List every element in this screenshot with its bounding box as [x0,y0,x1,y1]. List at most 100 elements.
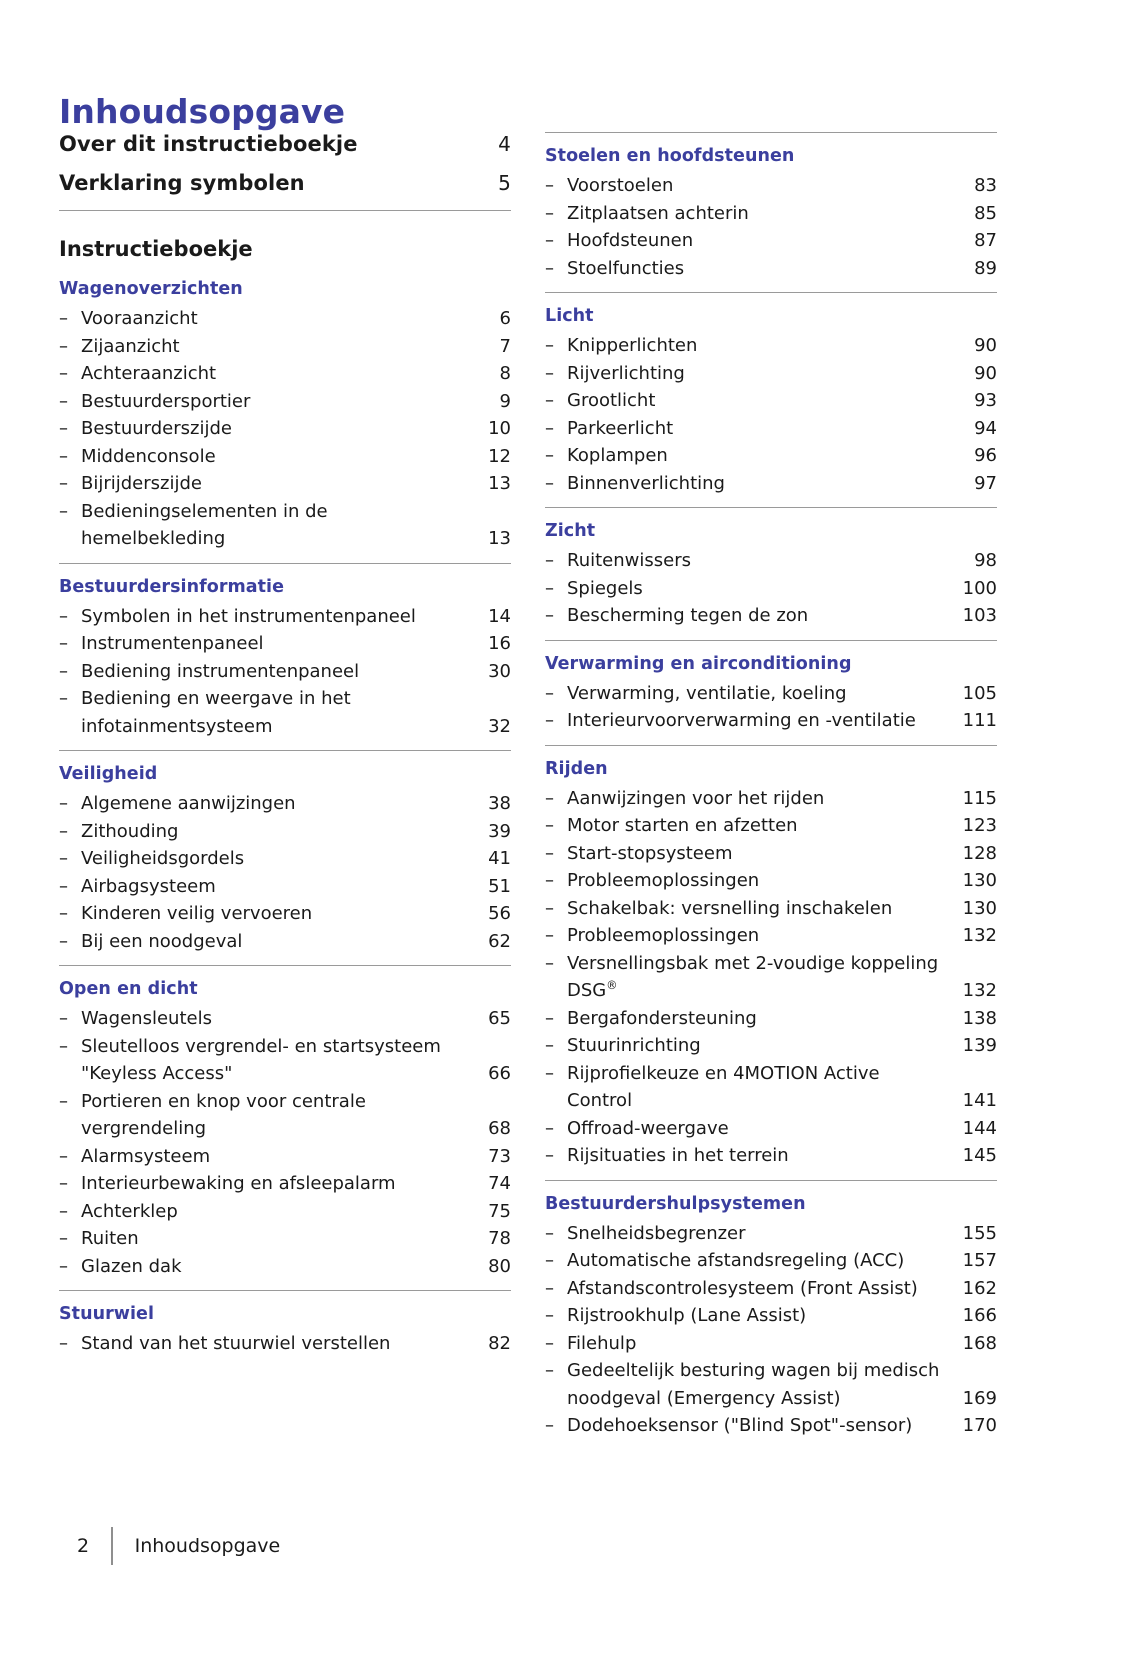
toc-entry[interactable]: – Afstandscontrolesysteem (Front Assist) 1… [545,1275,997,1303]
toc-entry[interactable]: – Glazen dak 80 [59,1253,511,1281]
entry-label-line: hemelbekleding [81,528,226,549]
toc-entry[interactable]: – Achterklep 75 [59,1198,511,1226]
toc-entry[interactable]: – Knipperlichten 90 [545,332,997,360]
toc-entry[interactable]: – Bescherming tegen de zon 103 [545,602,997,630]
entry-label-line: Start-stopsysteem [567,842,733,864]
toc-entry[interactable]: – Gedeeltelijk besturing wagen bij medisc… [545,1357,997,1412]
toc-entry[interactable]: – Hoofdsteunen 87 [545,227,997,255]
toc-entry[interactable]: – Stand van het stuurwiel verstellen 82 [59,1330,511,1358]
toc-entry[interactable]: – Dodehoeksensor ("Blind Spot"-sensor) 170 [545,1412,997,1440]
toc-entry[interactable]: – Bedieningselementen in de hemelbekleding… [59,498,511,553]
front-matter-row[interactable]: Verklaring symbolen 5 [59,171,511,195]
section-title[interactable]: Veiligheid [59,764,158,784]
toc-entry[interactable]: – Verwarming, ventilatie, koeling 105 [545,680,997,708]
entry-label-line: vergrendeling [81,1118,207,1139]
entry-page-number: 168 [962,1332,997,1354]
section-title[interactable]: Bestuurdersinformatie [59,576,285,597]
toc-entry[interactable]: – Stoelfuncties 89 [545,255,997,283]
toc-entry[interactable]: – Symbolen in het instrumentenpaneel 14 [59,603,511,631]
section-title[interactable]: Verwarming en airconditioning [545,653,852,674]
section-title[interactable]: Zicht [545,521,596,541]
toc-entry[interactable]: – Kinderen veilig vervoeren 56 [59,900,511,928]
toc-entry[interactable]: – Veiligheidsgordels 41 [59,845,511,873]
toc-entry[interactable]: – Probleemoplossingen 130 [545,867,997,895]
toc-entry[interactable]: – Zitplaatsen achterin 85 [545,200,997,228]
entry-label-line: Control [567,1090,633,1111]
toc-entry[interactable]: – Rijstrookhulp (Lane Assist) 166 [545,1302,997,1330]
entry-page-number: 56 [488,903,511,924]
toc-entry[interactable]: – Wagensleutels 65 [59,1005,511,1033]
toc-entry[interactable]: – Bijrijderszijde 13 [59,470,511,498]
toc-entry[interactable]: – Rijprofielkeuze en 4MOTION Active Contro… [545,1060,997,1115]
toc-entry[interactable]: – Probleemoplossingen 132 [545,922,997,950]
toc-entry[interactable]: – Vooraanzicht 6 [59,305,511,333]
entry-label-line: Zijaanzicht [81,335,180,357]
toc-entry[interactable]: – Bediening instrumentenpaneel 30 [59,658,511,686]
entry-label-line: Motor starten en afzetten [567,815,798,836]
entry-label-line: Achterklep [81,1200,178,1222]
entry-label-line: Probleemoplossingen [567,870,760,891]
section-title[interactable]: Stuurwiel [59,1304,154,1324]
toc-entry[interactable]: – Instrumentenpaneel 16 [59,630,511,658]
toc-entry[interactable]: – Bij een noodgeval 62 [59,928,511,956]
toc-entry[interactable]: – Voorstoelen 83 [545,172,997,200]
entry-page-number: 115 [962,787,997,809]
toc-entry[interactable]: – Start-stopsysteem 128 [545,840,997,868]
section-title[interactable]: Rijden [545,758,608,779]
toc-entry[interactable]: – Offroad-weergave 144 [545,1115,997,1143]
entry-dash-icon: – [545,445,554,466]
toc-entry[interactable]: – Ruiten 78 [59,1225,511,1253]
toc-entry[interactable]: – Interieurbewaking en afsleepalarm 74 [59,1170,511,1198]
toc-entry[interactable]: – Koplampen 96 [545,442,997,470]
toc-entry[interactable]: – Alarmsysteem 73 [59,1143,511,1171]
toc-entry[interactable]: – Bestuurdersportier 9 [59,388,511,416]
toc-entry[interactable]: – Bestuurderszijde 10 [59,415,511,443]
toc-entry[interactable]: – Automatische afstandsregeling (ACC) 157 [545,1247,997,1275]
toc-entry[interactable]: – Sleutelloos vergrendel- en startsysteem… [59,1033,511,1088]
toc-entry[interactable]: – Middenconsole 12 [59,443,511,471]
toc-entry[interactable]: – Algemene aanwijzingen 38 [59,790,511,818]
toc-entry[interactable]: – Ruitenwissers 98 [545,547,997,575]
toc-entry[interactable]: – Grootlicht 93 [545,387,997,415]
toc-entry[interactable]: – Snelheidsbegrenzer 155 [545,1220,997,1248]
toc-entry[interactable]: – Rijsituaties in het terrein 145 [545,1142,997,1170]
section-title[interactable]: Licht [545,306,594,326]
toc-entry[interactable]: – Bergafondersteuning 138 [545,1005,997,1033]
toc-entry[interactable]: – Airbagsysteem 51 [59,873,511,901]
section-divider [59,750,511,751]
toc-entry[interactable]: – Portieren en knop voor centrale vergrend… [59,1088,511,1143]
toc-entry[interactable]: – Spiegels 100 [545,575,997,603]
section-divider [545,744,997,746]
toc-entry[interactable]: – Stuurinrichting 139 [545,1032,997,1060]
entry-page-number: 75 [488,1200,511,1222]
toc-entry[interactable]: – Schakelbak: versnelling inschakelen 130 [545,895,997,923]
toc-entry[interactable]: – Parkeerlicht 94 [545,415,997,443]
section-title[interactable]: Bestuurdershulpsystemen [545,1193,806,1214]
section-title[interactable]: Stoelen en hoofdsteunen [545,146,795,166]
entry-dash-icon: – [59,1200,68,1222]
entry-label: Airbagsysteem [81,873,465,901]
entry-label-line: Schakelbak: versnelling inschakelen [567,897,893,919]
toc-section: Bestuurdersinformatie – Symbolen in het in… [59,577,511,741]
front-matter-row[interactable]: Over dit instructieboekje 4 [59,132,511,156]
section-title[interactable]: Open en dicht [59,979,198,999]
toc-entry[interactable]: – Zithouding 39 [59,818,511,846]
entry-page-number: 65 [488,1008,511,1029]
registered-trademark-icon: ® [606,979,618,992]
entry-dash-icon: – [59,848,68,869]
toc-entry[interactable]: – Binnenverlichting 97 [545,470,997,498]
toc-entry[interactable]: – Zijaanzicht 7 [59,333,511,361]
toc-entry[interactable]: – Aanwijzingen voor het rijden 115 [545,785,997,813]
entry-label-line: Snelheidsbegrenzer [567,1222,746,1244]
toc-entry[interactable]: – Versnellingsbak met 2-voudige koppeling… [545,950,997,1005]
entry-page-number: 87 [974,230,997,251]
toc-entry[interactable]: – Achteraanzicht 8 [59,360,511,388]
toc-entry[interactable]: – Motor starten en afzetten 123 [545,812,997,840]
section-title[interactable]: Wagenoverzichten [59,279,243,299]
entry-label-line: Stoelfuncties [567,257,685,279]
toc-entry[interactable]: – Bediening en weergave in het infotainmen… [59,685,511,740]
toc-entry[interactable]: – Interieurvoorverwarming en -ventilatie 1… [545,707,997,735]
entry-dash-icon: – [545,1145,554,1166]
toc-entry[interactable]: – Filehulp 168 [545,1330,997,1358]
toc-entry[interactable]: – Rijverlichting 90 [545,360,997,388]
